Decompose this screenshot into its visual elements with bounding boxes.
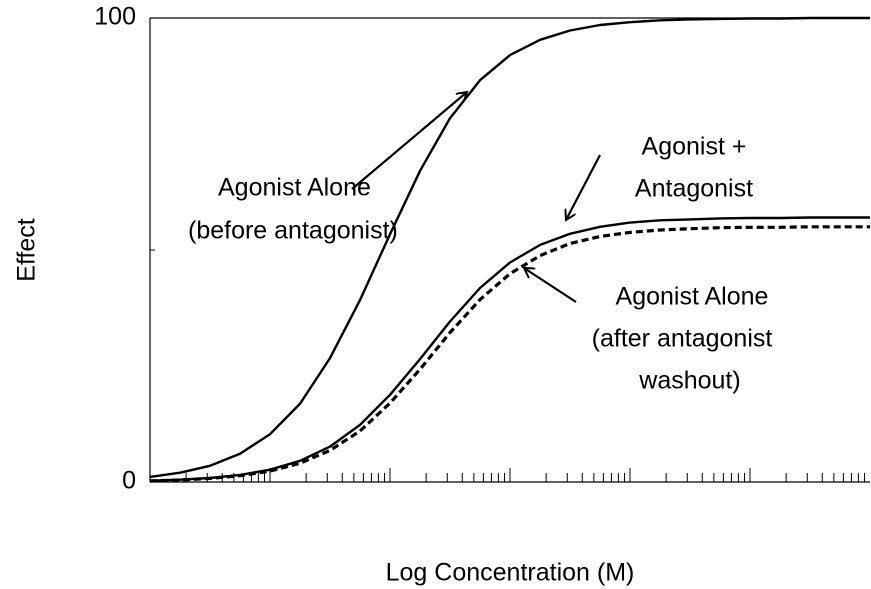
x-axis-label: Log Concentration (M) [386, 559, 635, 587]
annotation: (before antagonist) [188, 217, 398, 245]
arrow [351, 92, 467, 190]
plot-area: 0 100 [94, 3, 870, 495]
annotation: Agonist + [642, 133, 747, 161]
series-line [149, 216, 870, 482]
y-axis-label: Effect [13, 218, 41, 282]
arrow [524, 268, 577, 303]
annotation: Antagonist [635, 175, 753, 203]
annotation: washout) [638, 367, 740, 395]
y-tick-label: 100 [94, 3, 136, 31]
annotation: Agonist Alone [218, 174, 371, 202]
annotation: (after antagonist [592, 325, 773, 353]
series-line [149, 225, 870, 483]
y-tick-label: 0 [122, 467, 136, 495]
annotation: Agonist Alone [616, 283, 769, 311]
series-line [149, 16, 870, 479]
arrow [566, 154, 601, 220]
